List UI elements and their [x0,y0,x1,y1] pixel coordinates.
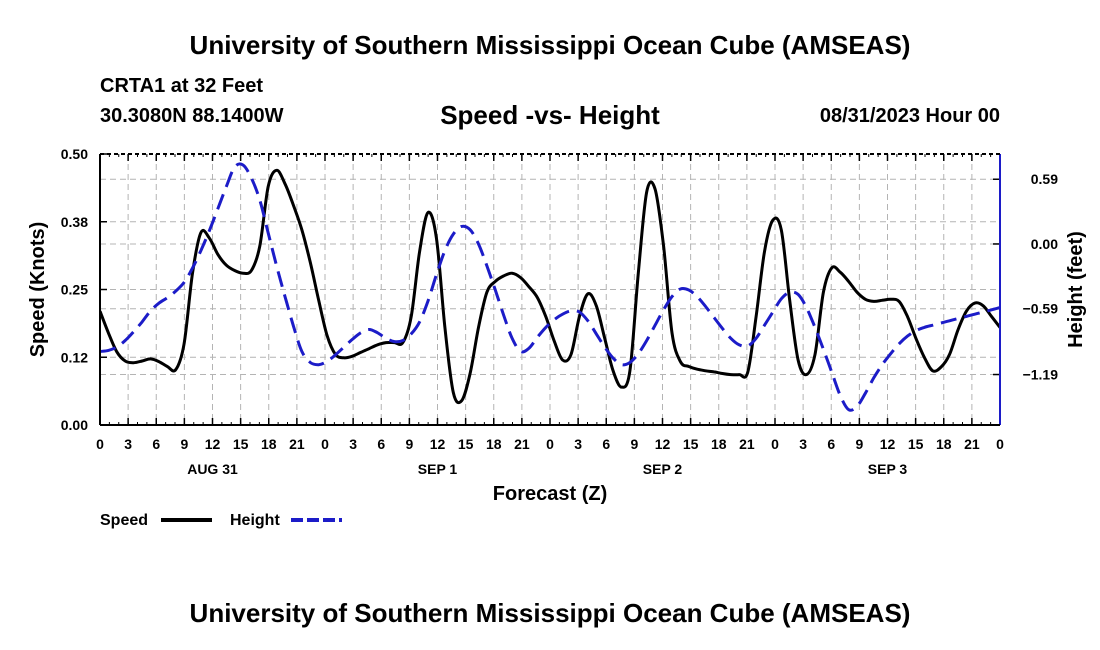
x-axis-title: Forecast (Z) [493,483,607,505]
x-tick-label: 21 [514,436,530,452]
y-right-tick-label: 0.00 [1031,236,1058,252]
x-tick-label: 18 [936,436,952,452]
y-right-tick-label: −1.19 [1023,367,1059,383]
chart-title-top: University of Southern Mississippi Ocean… [189,30,911,60]
x-tick-label: 18 [261,436,277,452]
x-day-label: SEP 3 [868,461,908,477]
legend-label-height: Height [230,512,280,529]
y-right-axis-title: Height (feet) [1065,231,1087,348]
x-tick-label: 0 [321,436,329,452]
x-tick-label: 3 [574,436,582,452]
forecast-date: 08/31/2023 Hour 00 [819,105,1000,127]
x-tick-label: 15 [683,436,699,452]
x-day-label: AUG 31 [187,461,238,477]
x-tick-label: 0 [996,436,1004,452]
series-line-height [100,162,1000,412]
x-tick-label: 21 [964,436,980,452]
x-tick-label: 18 [486,436,502,452]
x-tick-label: 21 [289,436,305,452]
y-left-tick-label: 0.38 [61,214,88,230]
legend-label-speed: Speed [100,512,148,529]
x-tick-label: 9 [855,436,863,452]
chart-subtitle: Speed -vs- Height [440,100,660,130]
y-left-tick-label: 0.50 [61,146,88,162]
series-line-speed [100,168,1000,405]
x-tick-label: 0 [771,436,779,452]
x-tick-label: 6 [827,436,835,452]
y-left-axis-title: Speed (Knots) [27,222,49,358]
x-tick-label: 15 [908,436,924,452]
x-tick-label: 6 [377,436,385,452]
chart-title-bottom: University of Southern Mississippi Ocean… [189,598,911,628]
x-tick-label: 9 [180,436,188,452]
x-tick-label: 12 [430,436,446,452]
x-tick-label: 6 [152,436,160,452]
x-tick-label: 0 [96,436,104,452]
x-tick-label: 15 [458,436,474,452]
x-tick-label: 12 [880,436,896,452]
x-tick-label: 18 [711,436,727,452]
y-right-tick-label: −0.59 [1023,301,1059,317]
station-coordinates: 30.3080N 88.1400W [100,105,284,127]
x-tick-label: 3 [124,436,132,452]
y-left-tick-label: 0.00 [61,417,88,433]
x-tick-label: 15 [233,436,249,452]
x-tick-label: 0 [546,436,554,452]
x-tick-label: 3 [349,436,357,452]
y-left-tick-label: 0.25 [61,282,88,298]
x-tick-label: 12 [205,436,221,452]
x-tick-label: 6 [602,436,610,452]
station-name: CRTA1 at 32 Feet [100,75,264,97]
y-right-tick-label: 0.59 [1031,171,1058,187]
x-tick-label: 9 [405,436,413,452]
x-tick-label: 21 [739,436,755,452]
x-tick-label: 9 [630,436,638,452]
y-left-tick-label: 0.12 [61,349,88,365]
x-day-label: SEP 2 [643,461,683,477]
x-tick-label: 3 [799,436,807,452]
x-tick-label: 12 [655,436,671,452]
x-day-label: SEP 1 [418,461,458,477]
